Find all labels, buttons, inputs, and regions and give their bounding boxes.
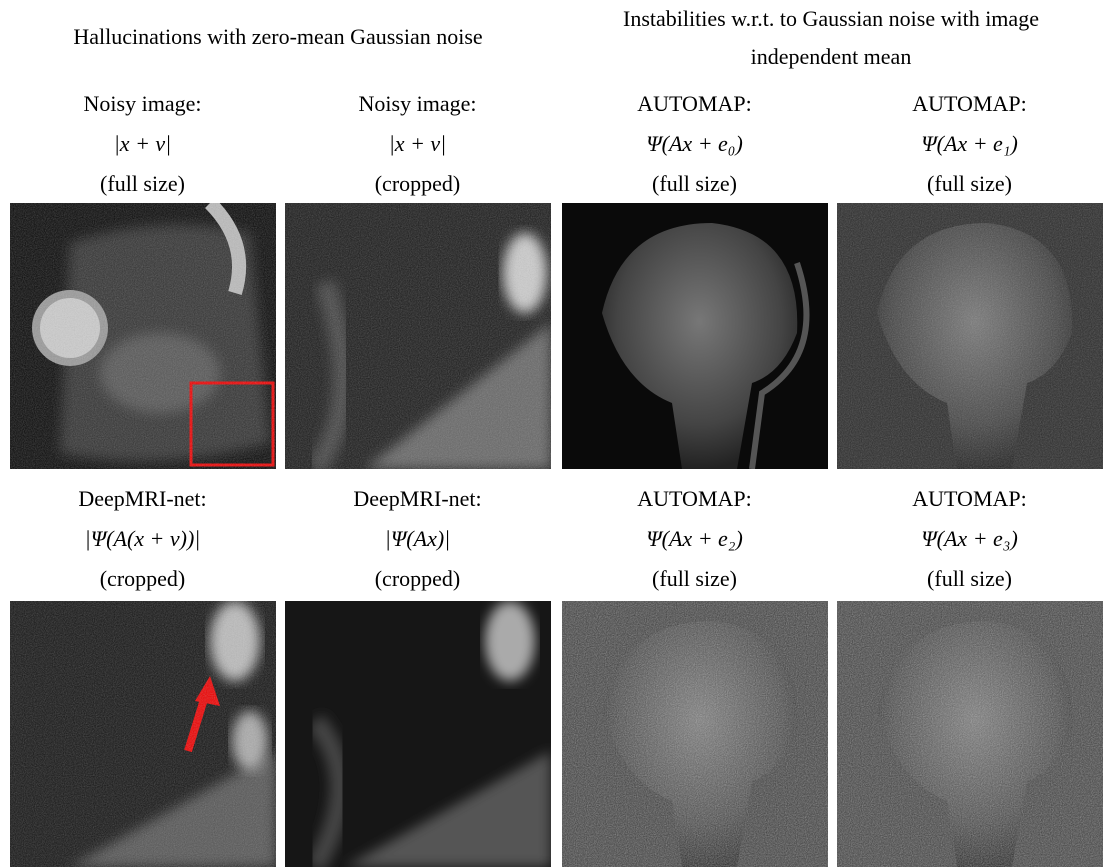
panel-image xyxy=(837,601,1103,867)
caption-line: Ψ(Ax + e₀) xyxy=(562,124,827,164)
caption-line: (cropped) xyxy=(285,164,550,204)
caption-line: (cropped) xyxy=(10,559,275,599)
header-left: Hallucinations with zero-mean Gaussian n… xyxy=(0,18,556,56)
caption-line: |Ψ(A(x + v))| xyxy=(10,519,275,559)
caption-line: (full size) xyxy=(837,164,1102,204)
caption-line: DeepMRI-net: xyxy=(285,479,550,519)
panel-caption: Noisy image:|x + v|(cropped) xyxy=(285,84,550,204)
caption-line: (full size) xyxy=(10,164,275,204)
caption-line: AUTOMAP: xyxy=(562,479,827,519)
panel-caption: Noisy image:|x + v|(full size) xyxy=(10,84,275,204)
panel-image xyxy=(562,203,828,469)
panel-image xyxy=(562,601,828,867)
panel-image xyxy=(10,601,276,867)
panel-caption: AUTOMAP:Ψ(Ax + e₂)(full size) xyxy=(562,479,827,599)
panel-image xyxy=(10,203,276,469)
panel-caption: AUTOMAP:Ψ(Ax + e₃)(full size) xyxy=(837,479,1102,599)
caption-line: DeepMRI-net: xyxy=(10,479,275,519)
caption-line: AUTOMAP: xyxy=(837,479,1102,519)
caption-line: Ψ(Ax + e₃) xyxy=(837,519,1102,559)
panel-caption: DeepMRI-net:|Ψ(A(x + v))|(cropped) xyxy=(10,479,275,599)
caption-line: (full size) xyxy=(562,559,827,599)
caption-line: AUTOMAP: xyxy=(837,84,1102,124)
caption-line: Ψ(Ax + e₂) xyxy=(562,519,827,559)
caption-line: (cropped) xyxy=(285,559,550,599)
caption-line: Noisy image: xyxy=(10,84,275,124)
header-right: Instabilities w.r.t. to Gaussian noise w… xyxy=(606,0,1056,76)
caption-line: |x + v| xyxy=(10,124,275,164)
caption-line: |Ψ(Ax)| xyxy=(285,519,550,559)
caption-line: |x + v| xyxy=(285,124,550,164)
caption-line: (full size) xyxy=(562,164,827,204)
caption-line: AUTOMAP: xyxy=(562,84,827,124)
panel-image xyxy=(285,203,551,469)
caption-line: Ψ(Ax + e₁) xyxy=(837,124,1102,164)
panel-image xyxy=(837,203,1103,469)
panel-caption: DeepMRI-net:|Ψ(Ax)|(cropped) xyxy=(285,479,550,599)
figure: Hallucinations with zero-mean Gaussian n… xyxy=(0,0,1104,868)
caption-line: (full size) xyxy=(837,559,1102,599)
caption-line: Noisy image: xyxy=(285,84,550,124)
panel-image xyxy=(285,601,551,867)
panel-caption: AUTOMAP:Ψ(Ax + e₁)(full size) xyxy=(837,84,1102,204)
panel-caption: AUTOMAP:Ψ(Ax + e₀)(full size) xyxy=(562,84,827,204)
